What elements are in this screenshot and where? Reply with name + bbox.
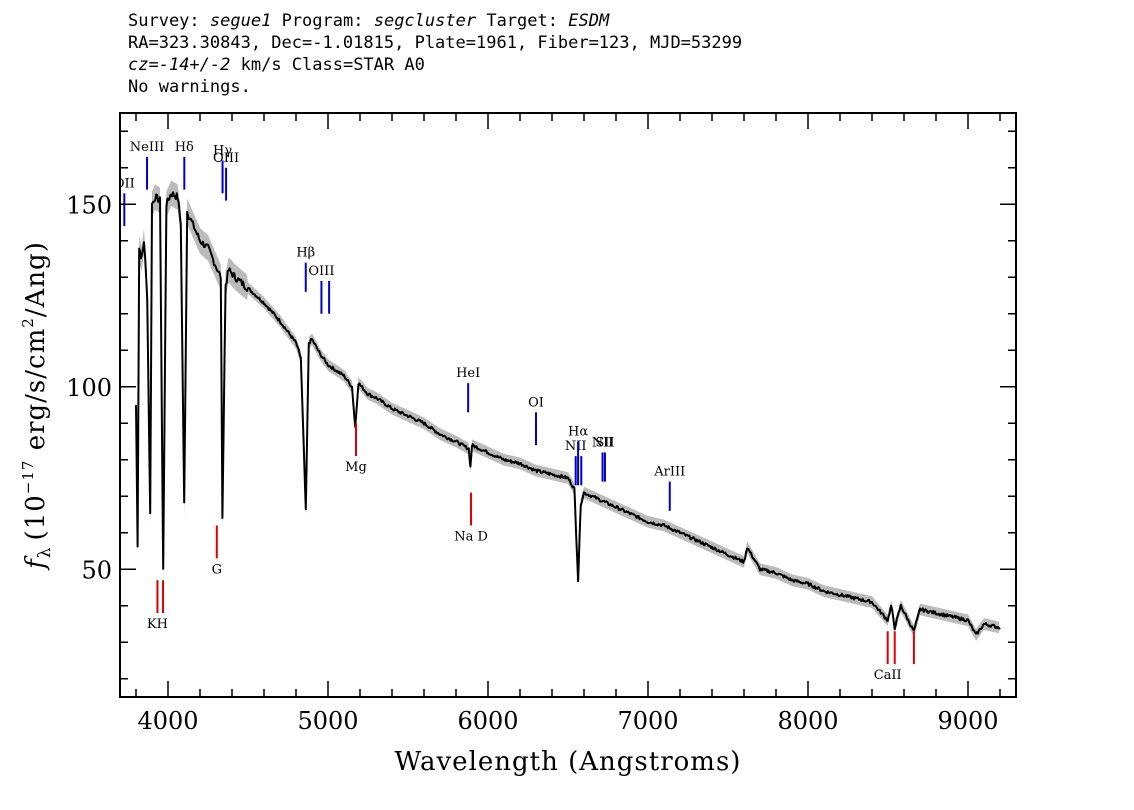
x-tick-label-9000: 9000 <box>937 707 998 735</box>
y-axis-title: fλ (10−17 erg/s/cm2/Ang) <box>19 241 55 571</box>
x-tick-label-7000: 7000 <box>617 707 678 735</box>
x-axis-title: Wavelength (Angstroms) <box>395 747 742 777</box>
flux-error-band <box>136 180 1000 641</box>
absorption-line-label-0: KH <box>147 617 168 632</box>
y-axis-title-sub: λ <box>35 546 55 558</box>
header-line-warnings: No warnings. <box>128 77 251 97</box>
emission-line-label-0: OII <box>114 176 135 191</box>
program-value: segcluster <box>373 11 477 31</box>
x-tick-label-5000: 5000 <box>297 707 358 735</box>
emission-line-label-9: OI <box>528 395 544 410</box>
axis-tick-labels: 4000 5000 6000 7000 8000 9000 50 100 150 <box>66 191 998 735</box>
header-line-coordinates: RA=323.30843, Dec=-1.01815, Plate=1961, … <box>128 33 743 53</box>
emission-line-label-10: NII <box>565 439 587 454</box>
y-axis-title-exp1: −17 <box>19 460 37 495</box>
y-tick-label-100: 100 <box>66 374 112 402</box>
header-line-redshift: cz=-14+/-2 km/s Class=STAR A0 <box>128 54 742 76</box>
y-tick-label-50: 50 <box>81 556 112 584</box>
y-axis-title-a: (10 <box>21 494 51 540</box>
header-line-survey: Survey: segue1 Program: segcluster Targe… <box>128 10 742 32</box>
y-axis-title-exp2: 2 <box>19 317 37 328</box>
flux-line-layer <box>135 191 1001 635</box>
program-label: Program: <box>281 11 364 31</box>
survey-label: Survey: <box>128 11 200 31</box>
x-tick-label-8000: 8000 <box>777 707 838 735</box>
y-axis-title-f: f <box>21 555 51 571</box>
flux-line <box>135 191 1001 635</box>
emission-line-label-5: Hβ <box>296 246 315 261</box>
cz-value: -14+/-2 <box>158 55 231 75</box>
plot-frame <box>119 112 1017 698</box>
axis-ticks <box>120 113 1016 697</box>
emission-line-label-2: Hδ <box>175 140 194 155</box>
cz-class: km/s Class=STAR A0 <box>230 55 425 75</box>
emission-line-label-1: NeIII <box>130 140 164 155</box>
emission-line-label-4: OIII <box>213 151 239 166</box>
emission-line-label-3: Hγ <box>213 143 232 158</box>
absorption-line-label-3: Mg <box>345 460 367 475</box>
absorption-line-label-4: Na D <box>454 529 488 544</box>
target-value: ESDM <box>568 11 610 31</box>
y-tick-label-150: 150 <box>66 191 112 219</box>
emission-line-label-14: SII <box>595 435 614 450</box>
spectrum-header: Survey: segue1 Program: segcluster Targe… <box>128 10 742 98</box>
absorption-line-label-2: G <box>212 562 222 577</box>
target-label: Target: <box>486 11 558 31</box>
y-axis-title-b: erg/s/cm <box>21 328 51 460</box>
x-tick-label-6000: 6000 <box>457 707 518 735</box>
emission-line-label-8: HeI <box>456 366 480 381</box>
emission-line-label-15: ArIII <box>653 465 685 480</box>
cz-label: cz= <box>128 55 159 75</box>
y-axis-title-c: /Ang) <box>21 241 51 317</box>
survey-value: segue1 <box>209 11 272 31</box>
emission-line-label-6: OIII <box>308 264 334 279</box>
x-tick-label-4000: 4000 <box>137 707 198 735</box>
emission-line-label-13: NII <box>592 435 614 450</box>
absorption-line-label-5: CaII <box>874 668 902 683</box>
error-band-layer <box>136 180 1000 641</box>
emission-line-label-11: Hα <box>568 425 588 440</box>
